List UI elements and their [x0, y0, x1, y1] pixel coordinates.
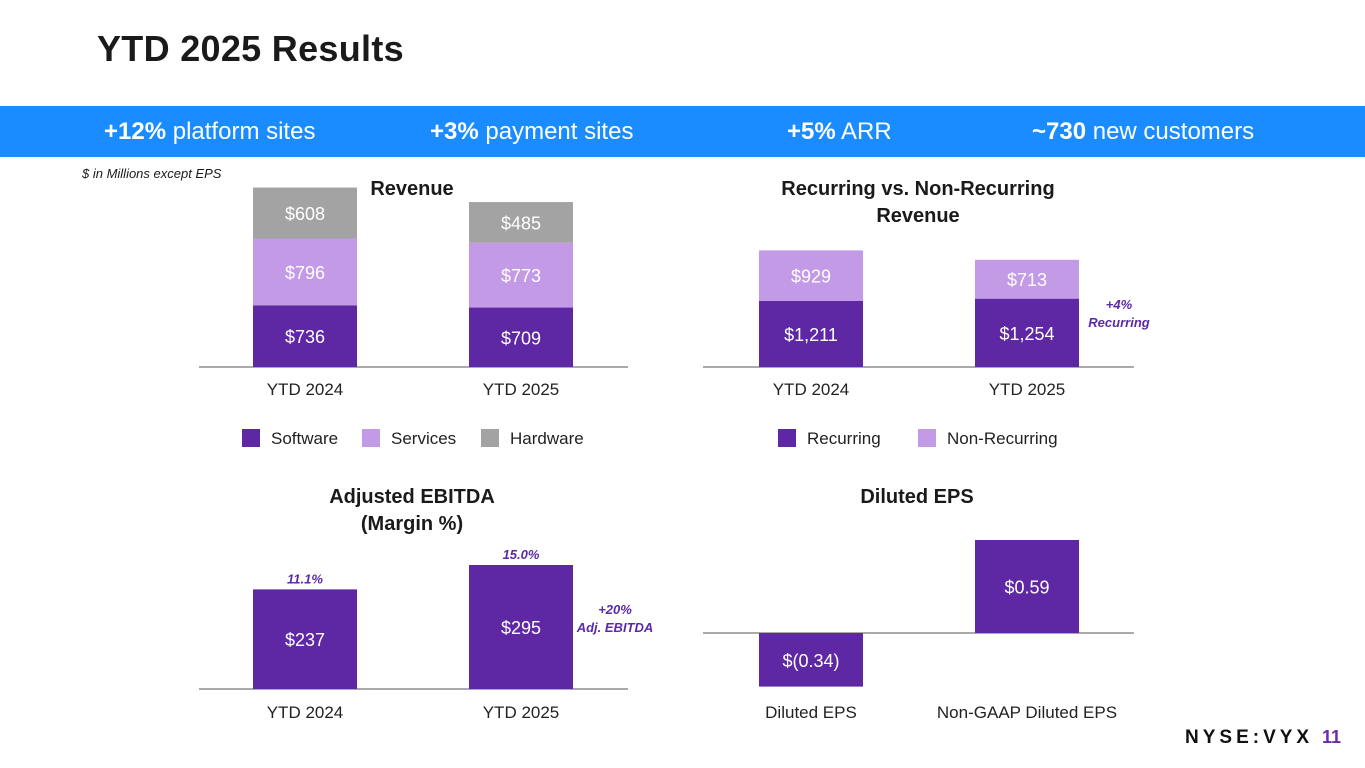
kpi-value: +12% [104, 118, 167, 145]
revenue-legend-label: Hardware [510, 429, 584, 448]
ebitda-growth-annotation-label: Adj. EBITDA [576, 620, 654, 635]
kpi-banner: +12% platform sites +3% payment sites +5… [0, 106, 1365, 157]
units-note: $ in Millions except EPS [82, 166, 222, 181]
revenue-data-label: $773 [501, 266, 541, 286]
ebitda-bar [253, 589, 357, 689]
kpi-payment-sites: +3% payment sites [430, 118, 633, 146]
kpi-value: +5% [787, 118, 836, 145]
kpi-new-customers: ~730 new customers [1032, 118, 1254, 146]
revenue-data-label: $608 [285, 204, 325, 224]
revenue-data-label: $736 [285, 327, 325, 347]
eps-category-label: Non-GAAP Diluted EPS [937, 703, 1117, 722]
recurring-bar-recurring [759, 301, 863, 367]
ebitda-growth-annotation: +20% [598, 602, 632, 617]
revenue-bar-services [253, 238, 357, 306]
ebitda-category-label: YTD 2024 [267, 703, 344, 722]
revenue-legend-label: Services [391, 429, 456, 448]
eps-data-label: $0.59 [1004, 578, 1049, 598]
revenue-bar-software [253, 305, 357, 367]
eps-bar [759, 633, 863, 687]
recurring-bar-non-recurring [975, 259, 1079, 299]
revenue-bar-software [469, 307, 573, 367]
revenue-data-label: $796 [285, 263, 325, 283]
revenue-bar-services [469, 242, 573, 308]
revenue-category-label: YTD 2025 [483, 380, 560, 399]
ebitda-data-label: $237 [285, 630, 325, 650]
recurring-bar-recurring [975, 298, 1079, 367]
ebitda-chart-title: Adjusted EBITDA (Margin %) [329, 486, 495, 535]
ebitda-data-label: $295 [501, 618, 541, 638]
recurring-legend-label: Recurring [807, 429, 881, 448]
eps-chart: $(0.34) Diluted EPS $0.59 Non-GAAP Diluted … [703, 540, 1134, 722]
eps-chart-title: Diluted EPS [860, 486, 974, 508]
revenue-data-label: $709 [501, 328, 541, 348]
revenue-bar-hardware [469, 202, 573, 243]
kpi-label: platform sites [172, 118, 316, 145]
recurring-growth-annotation-label: Recurring [1088, 315, 1149, 330]
revenue-category-label: YTD 2024 [267, 380, 344, 399]
kpi-label: ARR [841, 118, 892, 145]
recurring-data-label: $1,211 [784, 325, 838, 345]
ebitda-margin-label: 11.1% [287, 571, 323, 586]
revenue-chart-title: Revenue [370, 178, 454, 200]
revenue-legend-swatch [362, 429, 380, 447]
recurring-bar-non-recurring [759, 250, 863, 302]
recurring-legend-swatch [918, 429, 936, 447]
recurring-chart: $1,211 $929 YTD 2024 $1,254 $713 YTD 2025 Recu… [703, 250, 1134, 448]
kpi-value: ~730 [1032, 118, 1087, 145]
kpi-label: payment sites [485, 118, 634, 145]
recurring-chart-title: Recurring vs. Non-Recurring Revenue [781, 178, 1055, 227]
ebitda-category-label: YTD 2025 [483, 703, 560, 722]
kpi-label: new customers [1092, 118, 1255, 145]
recurring-data-label: $713 [1007, 270, 1047, 290]
recurring-growth-annotation: +4% [1106, 297, 1133, 312]
eps-data-label: $(0.34) [782, 651, 839, 671]
ebitda-margin-label: 15.0% [503, 547, 540, 562]
ebitda-bar [469, 565, 573, 689]
recurring-category-label: YTD 2025 [989, 380, 1066, 399]
page-number: 11 [1322, 727, 1342, 747]
revenue-bar-hardware [253, 187, 357, 239]
revenue-data-label: $485 [501, 213, 541, 233]
recurring-data-label: $929 [791, 267, 831, 287]
recurring-legend-label: Non-Recurring [947, 429, 1058, 448]
ebitda-chart: $237 11.1% YTD 2024 $295 15.0% YTD 2025 +20% Ad… [199, 547, 653, 722]
eps-category-label: Diluted EPS [765, 703, 857, 722]
recurring-category-label: YTD 2024 [773, 380, 850, 399]
kpi-platform-sites: +12% platform sites [104, 118, 315, 146]
kpi-arr: +5% ARR [787, 118, 892, 146]
recurring-legend-swatch [778, 429, 796, 447]
revenue-legend-swatch [481, 429, 499, 447]
eps-bar [975, 540, 1079, 633]
kpi-value: +3% [430, 118, 479, 145]
revenue-chart: $736 $796 $608 YTD 2024 $709 $773 $485 YTD 2025… [199, 187, 628, 448]
revenue-legend-swatch [242, 429, 260, 447]
ticker-logo: NYSE:VYX [1185, 727, 1314, 748]
recurring-data-label: $1,254 [999, 324, 1054, 344]
page-title: YTD 2025 Results [97, 28, 404, 69]
revenue-legend-label: Software [271, 429, 338, 448]
